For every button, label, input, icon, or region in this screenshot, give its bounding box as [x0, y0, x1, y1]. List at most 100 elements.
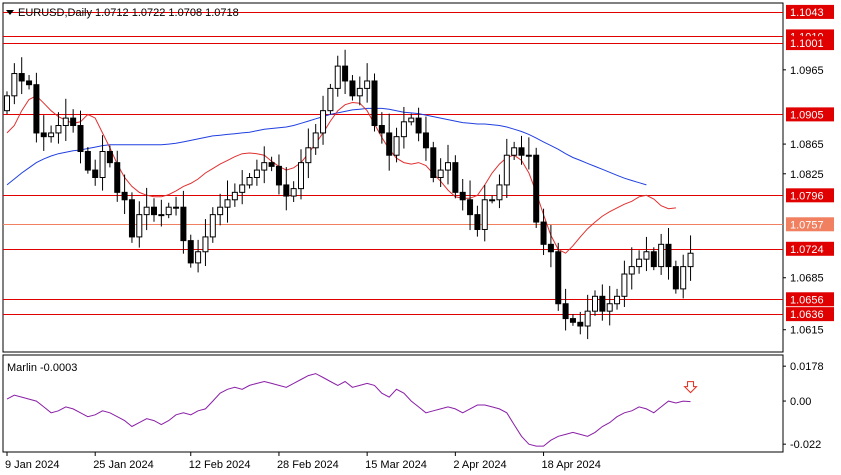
candle-body-bull: [298, 162, 304, 190]
candle-body-bull: [261, 162, 268, 171]
time-tick-label: 18 Apr 2024: [542, 459, 601, 471]
price-tag-1.0656: [786, 292, 834, 307]
candle: [584, 294, 591, 340]
candle: [415, 107, 422, 142]
candle-body-bull: [496, 184, 503, 201]
candle-body-bull: [525, 154, 532, 157]
candle-body-bull: [305, 147, 312, 164]
candle-body-bear: [342, 65, 349, 82]
indicator-pane-frame: [2, 354, 784, 453]
candle-body-bear: [518, 147, 525, 156]
marlin-line: [6, 373, 691, 447]
candle: [84, 147, 91, 174]
candle: [224, 180, 231, 223]
candle: [18, 57, 25, 95]
price-tick-label-1.0685: 1.0685: [790, 273, 824, 285]
candle: [489, 195, 496, 204]
candle: [283, 167, 290, 211]
moving-average-1: [6, 107, 647, 186]
candle: [187, 234, 194, 268]
candle-body-bull: [239, 184, 246, 193]
candle-body-bull: [173, 206, 180, 209]
candle-body-bear: [151, 206, 157, 216]
main-pane-frame: [2, 2, 784, 353]
candle: [40, 115, 47, 151]
candle: [114, 150, 121, 202]
candle: [268, 156, 275, 172]
candle: [165, 202, 172, 219]
candle: [33, 72, 40, 143]
candle-body-bear: [187, 240, 194, 264]
candle-body-bull: [687, 252, 694, 268]
indicator-tick-label-0.00: 0.00: [790, 396, 811, 408]
price-tick-label-1.0865: 1.0865: [790, 139, 824, 151]
candle-body-bear: [40, 132, 47, 138]
candle: [55, 112, 62, 144]
collapse-triangle-icon[interactable]: [6, 10, 14, 15]
candle-body-bull: [364, 80, 371, 89]
candle: [202, 219, 209, 267]
candle-body-bear: [422, 132, 429, 149]
price-tag-1.0724: [786, 241, 834, 256]
candle: [26, 75, 33, 90]
candle: [592, 290, 598, 316]
candle: [687, 235, 694, 281]
candle: [658, 233, 665, 275]
candle-body-bull: [143, 206, 150, 216]
indicator-label: Marlin -0.0003: [7, 362, 77, 374]
candle-body-bear: [474, 214, 481, 230]
price-tag-1.0796: [786, 188, 834, 203]
candle-body-bull: [48, 132, 55, 138]
price-tick-label-1.0825: 1.0825: [790, 169, 824, 181]
candle: [92, 159, 99, 186]
candle-body-bear: [650, 251, 657, 268]
candle: [261, 146, 268, 184]
candle-body-bull: [62, 117, 69, 127]
indicator-tick-label-0.0178: 0.0178: [790, 361, 824, 373]
candle-body-bear: [459, 191, 466, 201]
candle: [636, 250, 643, 274]
candle: [298, 149, 304, 200]
candle-body-bull: [202, 236, 209, 253]
candle: [217, 193, 224, 226]
candle: [606, 285, 613, 326]
candle: [569, 314, 576, 326]
candle-body-bull: [680, 266, 687, 290]
candle: [121, 174, 128, 215]
price-tag-label-1.0724: 1.0724: [790, 244, 824, 256]
candle-body-bear: [268, 162, 275, 167]
candle: [503, 138, 510, 198]
candle-body-bull: [320, 110, 327, 134]
candle-body-bull: [209, 214, 216, 238]
candle-body-bear: [569, 318, 576, 323]
candle: [99, 135, 106, 191]
candle: [643, 236, 650, 272]
candle: [77, 110, 84, 164]
candle: [452, 155, 459, 199]
candle: [195, 239, 202, 273]
candles[interactable]: [4, 49, 694, 340]
candle-body-bull: [356, 87, 363, 97]
price-tag-label-1.0905: 1.0905: [790, 109, 824, 121]
candle: [474, 205, 481, 237]
candle-body-bull: [614, 295, 621, 305]
candle: [525, 137, 532, 170]
candle-body-bull: [246, 177, 253, 186]
candle-body-bear: [283, 184, 290, 197]
candle-body-bull: [621, 273, 628, 297]
candle-body-bull: [408, 117, 415, 123]
candle-body-bear: [106, 151, 113, 164]
candle-body-bear: [386, 132, 393, 156]
candle-body-bull: [511, 147, 518, 156]
horizontal-levels: [3, 12, 783, 315]
candle-body-bull: [327, 87, 334, 112]
candle: [481, 184, 488, 242]
candle-body-bull: [312, 132, 319, 149]
candle: [151, 198, 157, 222]
candle-body-bull: [393, 136, 400, 156]
candle-body-bull: [11, 73, 18, 97]
time-tick-label: 9 Jan 2024: [5, 459, 59, 471]
candle-body-bear: [70, 117, 77, 127]
candle: [445, 144, 451, 185]
